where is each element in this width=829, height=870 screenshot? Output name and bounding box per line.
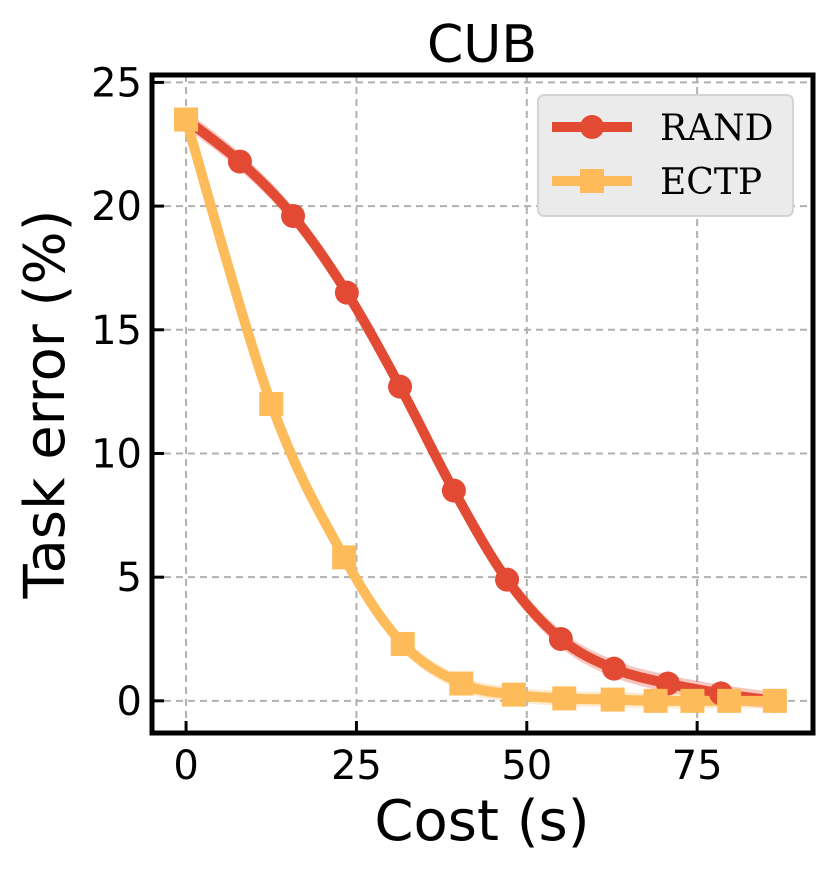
ectp-point (643, 688, 668, 713)
ticks: 0 25 50 75 0 5 10 15 20 25 (91, 60, 723, 789)
series-markers (174, 107, 787, 713)
rand-point (495, 567, 520, 592)
y-tick-label: 10 (91, 431, 142, 477)
legend-label-ectp: ECTP (660, 162, 762, 203)
ectp-point (332, 545, 357, 570)
rand-point (548, 627, 573, 651)
y-tick-label: 15 (91, 308, 142, 354)
x-tick-label: 0 (173, 743, 198, 789)
y-axis-label: Task error (%) (13, 210, 78, 600)
legend-label-rand: RAND (660, 108, 773, 149)
y-tick-label: 5 (117, 555, 142, 601)
chart-title: CUB (427, 15, 537, 75)
rand-point (334, 280, 359, 305)
ectp-point (259, 392, 284, 416)
ectp-point (680, 688, 705, 713)
ectp-point (390, 631, 415, 656)
y-tick-label: 25 (91, 60, 142, 106)
x-axis-label: Cost (s) (374, 789, 589, 854)
rand-point (602, 656, 627, 681)
ectp-point (600, 687, 625, 712)
rand-point (441, 478, 466, 503)
ectp-point (449, 671, 474, 696)
x-tick-label: 25 (331, 743, 382, 789)
y-tick-label: 0 (117, 679, 142, 725)
legend-marker-rand (580, 115, 604, 139)
legend: RAND ECTP (537, 94, 794, 217)
x-tick-label: 50 (501, 743, 552, 789)
ectp-point (174, 107, 199, 132)
ectp-point (762, 688, 787, 713)
x-tick-label: 75 (672, 743, 723, 789)
plot-frame (149, 72, 816, 736)
y-tick-label: 20 (91, 184, 142, 230)
ectp-point (717, 688, 742, 713)
legend-marker-ectp (580, 169, 604, 193)
rand-point (281, 204, 306, 228)
ectp-point (501, 682, 526, 707)
rand-point (227, 149, 252, 174)
ectp-point (552, 686, 577, 711)
rand-point (388, 374, 413, 399)
